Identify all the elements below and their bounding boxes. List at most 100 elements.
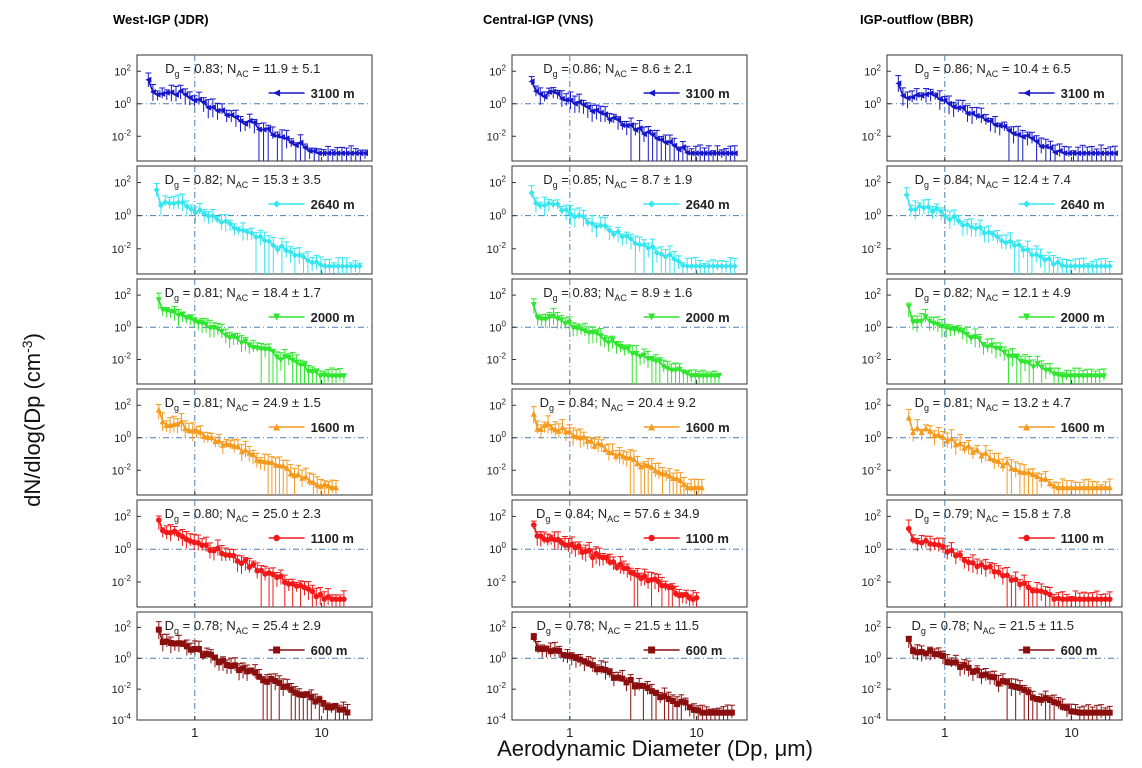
legend-marker (648, 534, 655, 542)
altitude-label: 1600 m (686, 420, 730, 435)
y-tick-label: 10-2 (112, 351, 132, 366)
y-tick-exp: -2 (124, 462, 132, 471)
data-point (1072, 484, 1079, 491)
y-tick-base: 10 (112, 684, 124, 696)
data-point (663, 470, 670, 477)
data-point (1098, 596, 1104, 602)
data-point (1061, 150, 1068, 157)
y-tick-label: 102 (114, 63, 131, 78)
data-point (684, 370, 691, 377)
data-point (182, 91, 189, 98)
data-point (731, 150, 738, 157)
dg-prefix: D (165, 61, 174, 76)
y-tick-base: 10 (489, 211, 501, 223)
data-point (632, 240, 639, 247)
data-point (606, 669, 613, 676)
nac-prefix: N (227, 61, 236, 76)
y-tick-base: 10 (864, 433, 876, 445)
data-point (537, 425, 544, 432)
y-tick-label: 102 (114, 619, 131, 634)
y-tick-base: 10 (489, 544, 501, 556)
series-2 (530, 298, 722, 384)
data-point (619, 122, 626, 129)
altitude-label: 600 m (311, 643, 348, 658)
data-point (1088, 150, 1095, 157)
panel-frame (136, 499, 373, 608)
nac-value: = 15.8 ± 7.8 (998, 506, 1071, 521)
data-point (593, 330, 600, 337)
x-tick-label: 1 (941, 725, 948, 740)
data-point (682, 699, 689, 706)
nac-subscript: AC (236, 626, 249, 636)
data-point (602, 446, 609, 453)
y-tick-base: 10 (114, 400, 126, 412)
y-tick-exp: 0 (127, 96, 132, 105)
data-point (652, 358, 659, 365)
data-point (278, 243, 285, 250)
data-point (183, 203, 190, 210)
data-point (1072, 263, 1079, 270)
data-point (613, 452, 620, 459)
dg-nac-annotation: Dg = 0.79; NAC = 15.8 ± 7.8 (915, 506, 1071, 524)
data-point (1041, 256, 1048, 263)
nac-subscript: AC (986, 180, 999, 190)
data-point (559, 424, 566, 431)
panel-frame (886, 54, 1123, 162)
data-point (192, 209, 199, 216)
data-point (563, 97, 570, 104)
y-tick-label: 10-2 (487, 681, 507, 696)
y-tick-label: 100 (864, 430, 881, 445)
y-tick-label: 102 (864, 175, 881, 190)
nac-value: = 11.9 ± 5.1 (249, 61, 321, 76)
data-point (340, 373, 347, 380)
data-point (708, 373, 715, 380)
dg-subscript: g (174, 514, 179, 524)
dg-prefix: D (543, 61, 552, 76)
nac-subscript: AC (236, 69, 249, 79)
dg-nac-annotation: Dg = 0.86; NAC = 8.6 ± 2.1 (543, 61, 692, 79)
y-tick-exp: 2 (877, 63, 882, 72)
y-tick-exp: -2 (499, 574, 507, 583)
data-point (655, 468, 662, 475)
data-point (242, 338, 249, 345)
data-point (688, 373, 695, 380)
y-tick-exp: 0 (877, 650, 882, 659)
data-point (338, 150, 345, 157)
nac-subscript: AC (608, 626, 621, 636)
dg-subscript: g (924, 403, 929, 413)
nac-prefix: N (226, 172, 235, 187)
data-point (1046, 255, 1053, 262)
y-tick-label: 10-2 (487, 241, 507, 256)
data-point (636, 125, 643, 132)
data-point (276, 462, 283, 469)
data-point (946, 216, 953, 223)
data-point (186, 94, 193, 101)
data-point (195, 320, 202, 327)
series-0 (528, 76, 738, 161)
altitude-label: 1100 m (311, 531, 354, 546)
data-point (571, 100, 578, 107)
data-point (310, 479, 317, 486)
data-point (895, 80, 902, 87)
data-point (1080, 263, 1087, 270)
data-point (701, 150, 708, 157)
y-tick-exp: -2 (124, 241, 132, 250)
y-tick-exp: -2 (499, 681, 507, 690)
data-point (927, 427, 934, 434)
data-point (995, 569, 1002, 575)
y-tick-base: 10 (114, 653, 126, 665)
data-point (633, 351, 640, 358)
y-tick-base: 10 (864, 290, 876, 302)
y-tick-label: 10-2 (862, 128, 882, 143)
data-point (980, 342, 987, 349)
y-tick-label: 10-2 (862, 681, 882, 696)
data-point (680, 481, 687, 488)
series-0 (145, 72, 368, 161)
y-tick-base: 10 (114, 322, 126, 334)
data-point (959, 222, 966, 229)
y-tick-base: 10 (487, 354, 499, 366)
data-point (705, 263, 712, 270)
